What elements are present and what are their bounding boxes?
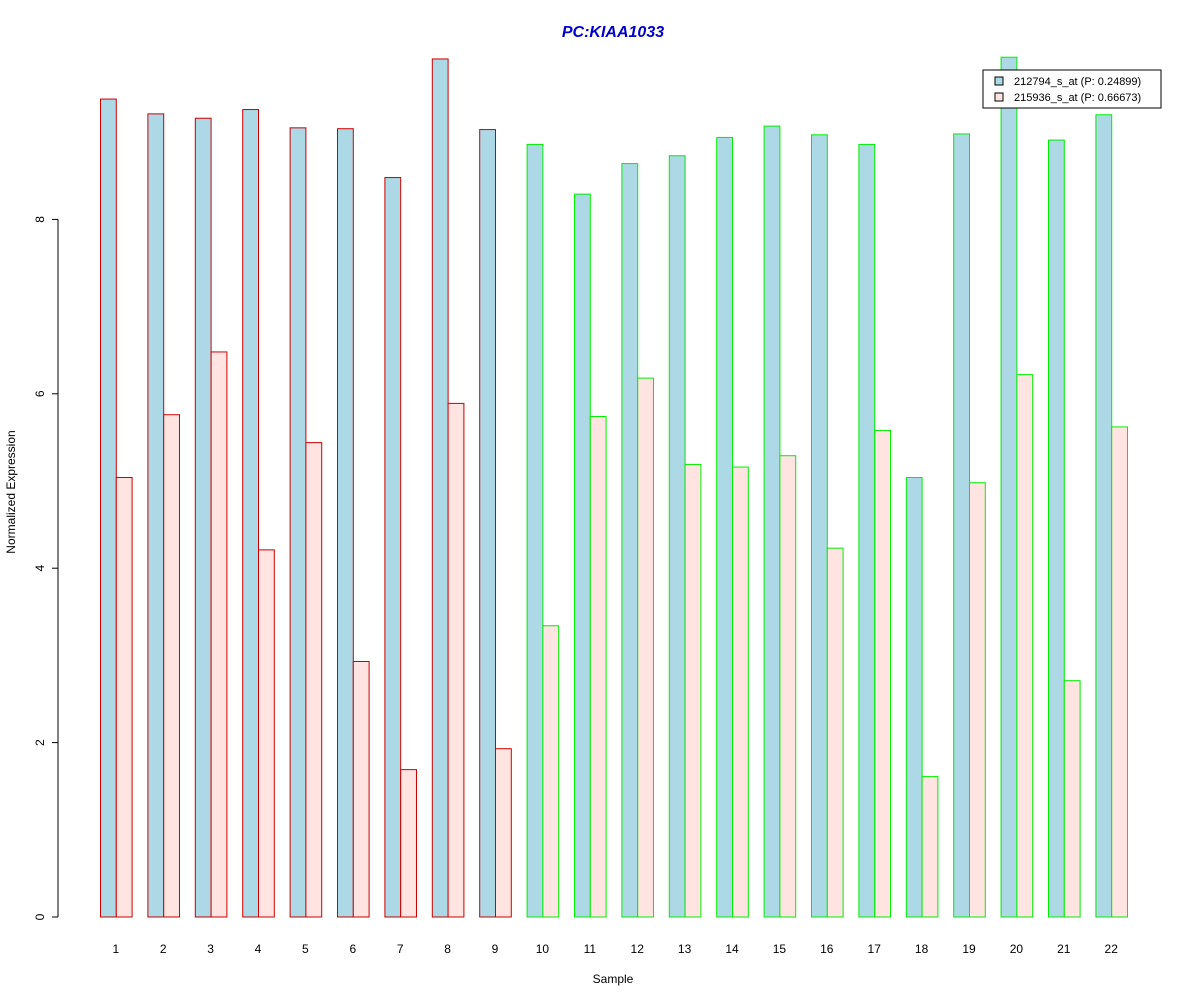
y-tick-label-0: 0 xyxy=(33,913,47,920)
x-tick-label-3: 3 xyxy=(207,942,214,956)
bar-series1-sample-11 xyxy=(574,193,591,918)
y-tick-label-2: 2 xyxy=(33,739,47,746)
bar-series1-sample-1 xyxy=(100,98,117,918)
x-tick-label-12: 12 xyxy=(631,942,645,956)
x-tick-label-13: 13 xyxy=(678,942,692,956)
x-tick-label-20: 20 xyxy=(1010,942,1024,956)
bar-series1-sample-9 xyxy=(479,129,497,918)
bar-series1-sample-18 xyxy=(905,477,923,918)
x-axis-label: Sample xyxy=(593,972,634,986)
legend-label-1: 212794_s_at (P: 0.24899) xyxy=(1014,76,1141,88)
legend-swatch-2 xyxy=(994,92,1004,102)
bar-series2-sample-16 xyxy=(826,547,844,918)
x-tick-label-18: 18 xyxy=(915,942,929,956)
bar-series1-sample-2 xyxy=(147,113,165,918)
bar-series2-sample-22 xyxy=(1111,426,1128,918)
x-tick-label-17: 17 xyxy=(868,942,882,956)
x-tick-label-8: 8 xyxy=(444,942,451,956)
bar-series1-sample-16 xyxy=(811,134,828,918)
bars-group xyxy=(100,56,1128,918)
bar-series1-sample-12 xyxy=(621,163,639,918)
x-axis: 1 2 3 4 5 6 7 8 9 10 11 12 13 14 15 16 17 18 19 20 21 22 xyxy=(112,942,1118,956)
x-tick-label-22: 22 xyxy=(1105,942,1119,956)
bar-series2-sample-7 xyxy=(400,769,418,918)
chart-title: PC:KIAA1033 xyxy=(562,24,664,41)
bar-series2-sample-6 xyxy=(352,661,370,918)
bar-series1-sample-3 xyxy=(194,117,212,918)
bar-series1-sample-8 xyxy=(431,58,449,918)
y-tick-label-6: 6 xyxy=(33,390,47,397)
legend-swatch-1 xyxy=(994,76,1004,86)
bar-series2-sample-9 xyxy=(495,748,512,918)
legend-label-2: 215936_s_at (P: 0.66673) xyxy=(1014,92,1141,104)
bar-series2-sample-17 xyxy=(874,429,892,918)
bar-series1-sample-21 xyxy=(1048,139,1065,918)
bar-series2-sample-15 xyxy=(779,455,797,918)
x-tick-label-5: 5 xyxy=(302,942,309,956)
bar-series1-sample-17 xyxy=(858,143,876,918)
bar-series2-sample-12 xyxy=(637,377,655,918)
x-tick-label-9: 9 xyxy=(492,942,499,956)
x-tick-label-10: 10 xyxy=(536,942,550,956)
bar-series2-sample-20 xyxy=(1016,374,1034,918)
x-tick-label-4: 4 xyxy=(255,942,262,956)
bar-series2-sample-10 xyxy=(542,625,560,918)
x-tick-label-7: 7 xyxy=(397,942,404,956)
bar-series2-sample-11 xyxy=(589,415,607,918)
y-tick-label-8: 8 xyxy=(33,216,47,223)
bar-series2-sample-14 xyxy=(732,466,749,918)
x-tick-label-11: 11 xyxy=(584,942,597,956)
x-tick-label-21: 21 xyxy=(1057,942,1071,956)
bar-series1-sample-5 xyxy=(289,127,307,918)
bar-series2-sample-13 xyxy=(684,463,702,918)
x-tick-label-14: 14 xyxy=(725,942,739,956)
legend-box xyxy=(982,69,1162,109)
bar-series1-sample-6 xyxy=(337,128,354,918)
bar-series1-sample-19 xyxy=(953,133,971,918)
x-tick-label-16: 16 xyxy=(820,942,834,956)
bar-series2-sample-8 xyxy=(447,402,465,918)
bar-series1-sample-15 xyxy=(763,125,781,918)
bar-series2-sample-19 xyxy=(969,482,986,918)
bar-series1-sample-7 xyxy=(384,177,402,918)
bar-series1-sample-13 xyxy=(668,155,686,918)
x-tick-label-19: 19 xyxy=(962,942,976,956)
bar-series2-sample-5 xyxy=(305,442,323,918)
bar-series1-sample-10 xyxy=(526,143,544,918)
bar-series2-sample-2 xyxy=(163,414,180,918)
bar-series2-sample-4 xyxy=(258,549,275,918)
bar-series2-sample-1 xyxy=(115,477,133,918)
bar-series1-sample-14 xyxy=(716,136,734,918)
x-tick-label-2: 2 xyxy=(160,942,167,956)
x-tick-label-15: 15 xyxy=(773,942,787,956)
legend: 212794_s_at (P: 0.24899) 215936_s_at (P: … xyxy=(982,69,1162,109)
y-axis-label: Normalized Expression xyxy=(4,430,18,553)
bar-series2-sample-18 xyxy=(921,776,939,918)
bar-series1-sample-22 xyxy=(1095,114,1113,918)
x-tick-label-6: 6 xyxy=(349,942,356,956)
bar-series2-sample-21 xyxy=(1063,680,1081,918)
y-tick-label-4: 4 xyxy=(33,565,47,572)
bar-series1-sample-20 xyxy=(1000,56,1018,918)
y-axis: 0 2 4 6 8 xyxy=(33,216,59,920)
bar-series2-sample-3 xyxy=(210,351,228,918)
x-tick-label-1: 1 xyxy=(112,942,119,956)
bar-series1-sample-4 xyxy=(242,109,259,918)
